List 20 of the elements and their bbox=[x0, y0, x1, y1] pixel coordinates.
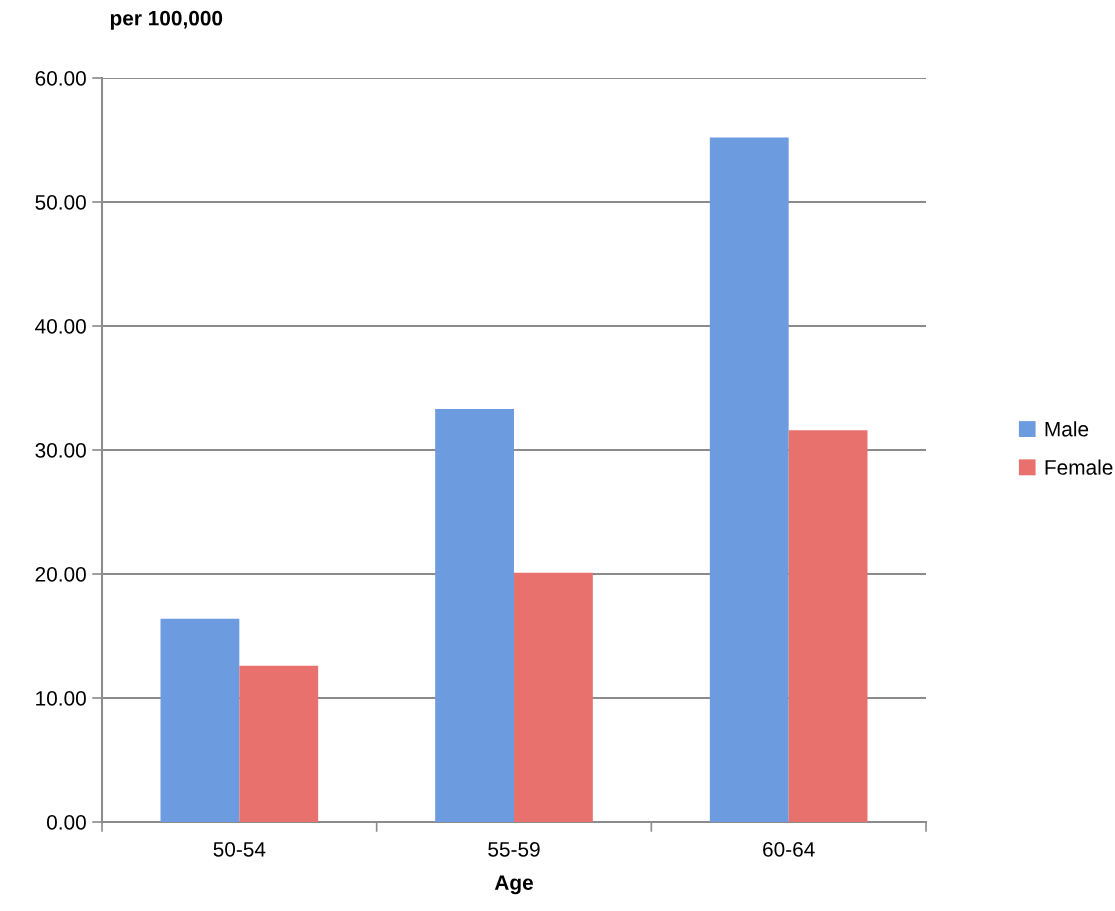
legend-label: Male bbox=[1045, 421, 1089, 437]
x-axis-title: Age bbox=[494, 875, 533, 895]
legend-label: Female bbox=[1045, 459, 1113, 475]
x-tick-label: 50-54 bbox=[213, 841, 266, 857]
y-tick-label: 10.00 bbox=[36, 691, 86, 706]
x-tick-label: 60-64 bbox=[763, 841, 815, 857]
bar bbox=[435, 409, 514, 822]
y-tick-label: 0.00 bbox=[46, 815, 86, 830]
bar bbox=[788, 430, 868, 822]
bar bbox=[239, 665, 319, 822]
y-axis-title: per 100,000 bbox=[110, 10, 223, 30]
y-tick-label: 20.00 bbox=[35, 567, 86, 582]
y-tick-label: 30.00 bbox=[35, 443, 86, 458]
bar bbox=[709, 137, 789, 822]
bar bbox=[514, 572, 593, 822]
y-tick-label: 50.00 bbox=[35, 195, 86, 210]
y-tick-label: 40.00 bbox=[35, 319, 86, 334]
bar bbox=[160, 618, 240, 822]
x-tick-label: 55-59 bbox=[488, 841, 540, 857]
y-tick-label: 60.00 bbox=[35, 71, 86, 86]
